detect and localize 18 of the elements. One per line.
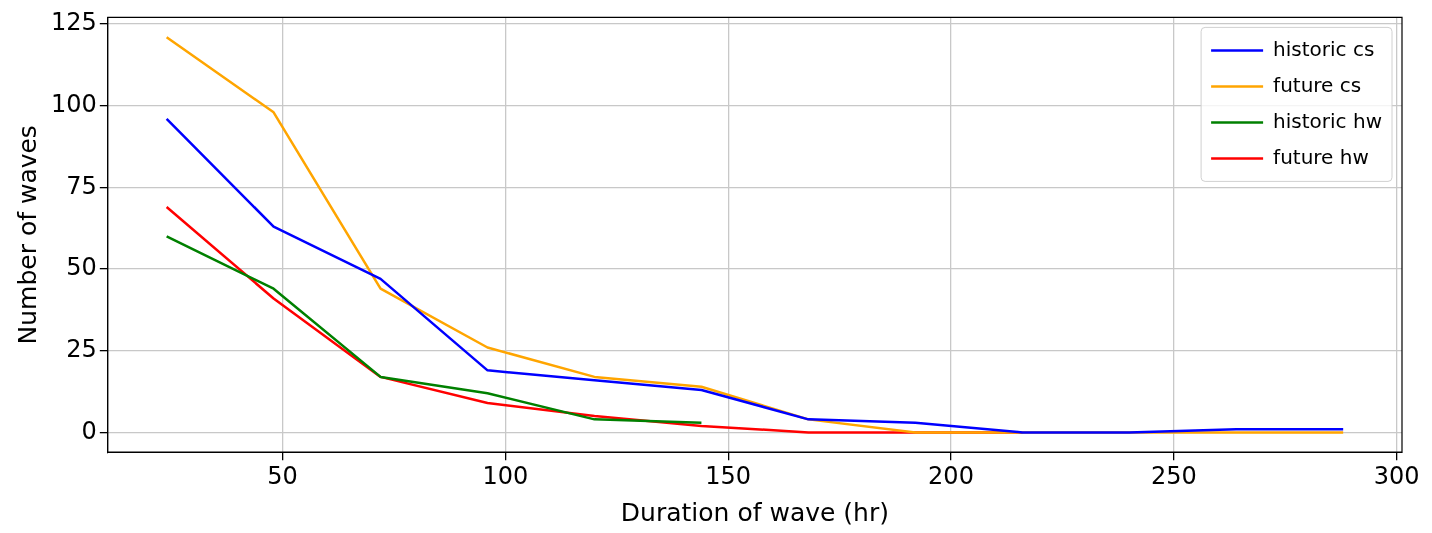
y-tick-label: 50 [66,253,97,282]
x-tick-label: 200 [928,461,974,490]
y-tick-label: 25 [66,335,97,363]
x-tick-label: 150 [705,461,752,490]
x-tick-label: 50 [267,461,298,490]
legend-label: future hw [1273,144,1369,169]
y-axis-title: Number of waves [12,125,42,345]
legend-label: historic cs [1273,36,1375,61]
x-tick-label: 100 [482,461,529,490]
legend-label: future cs [1273,72,1362,97]
y-tick-label: 125 [51,8,97,37]
y-tick-label: 100 [51,90,97,118]
y-tick-label: 75 [66,171,97,200]
x-axis-title: Duration of wave (hr) [620,497,889,527]
x-tick-label: 250 [1150,461,1197,490]
y-tick-label: 0 [81,416,97,445]
legend-label: historic hw [1273,108,1383,133]
x-tick-label: 300 [1373,461,1420,490]
